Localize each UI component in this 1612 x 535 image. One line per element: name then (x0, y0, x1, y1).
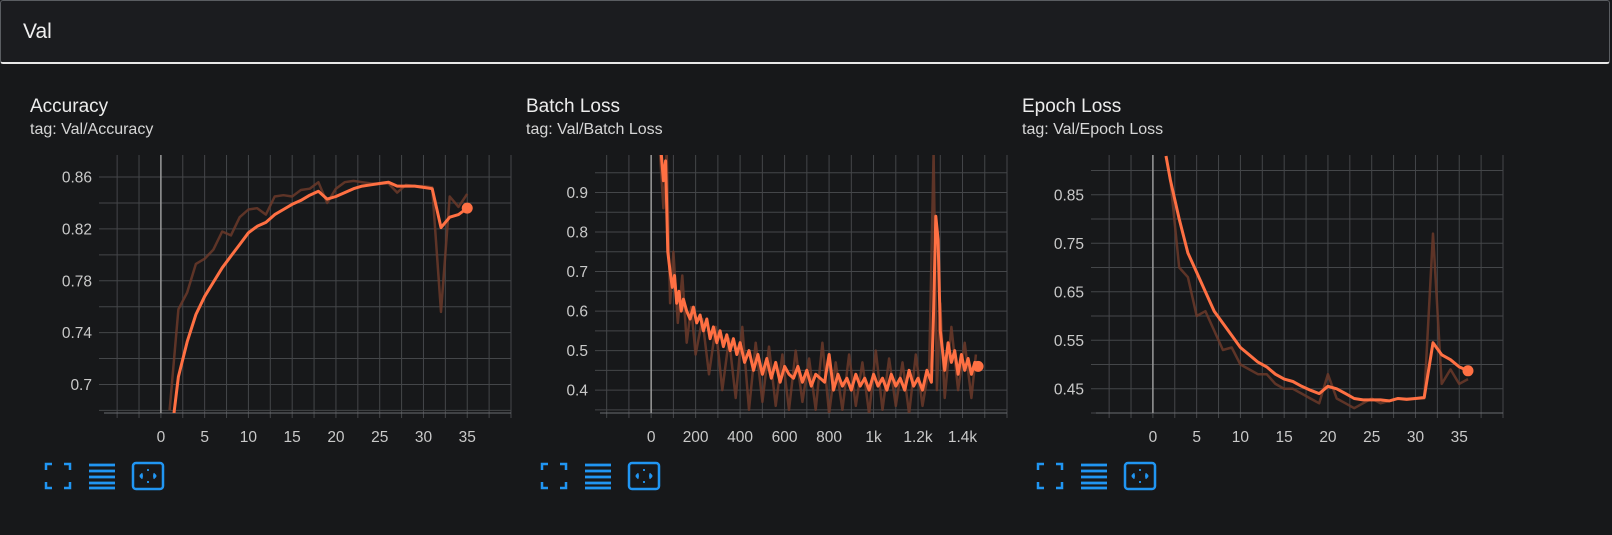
chart-tag: tag: Val/Accuracy (30, 121, 154, 138)
x-tick-label: 35 (1451, 429, 1468, 446)
y-tick-label: 0.82 (62, 221, 92, 238)
fullscreen-button[interactable] (40, 458, 76, 494)
chart-title: Batch Loss (526, 96, 620, 117)
chart-tag: tag: Val/Epoch Loss (1022, 121, 1164, 138)
y-tick-label: 0.45 (1054, 381, 1084, 398)
chart-title: Accuracy (30, 96, 109, 117)
plot-area (168, 179, 473, 413)
x-tick-label: 5 (200, 429, 209, 446)
x-tick-label: 1k (865, 429, 882, 446)
chart-card-accuracy: Accuracy tag: Val/Accuracy 0 5 10 15 20 25 30 3… (0, 66, 520, 535)
fit-domain-icon (131, 461, 165, 491)
x-tick-label: 1.4k (948, 429, 978, 446)
toggle-y-log-button[interactable] (580, 458, 616, 494)
y-tick-label: 0.85 (1054, 187, 1084, 204)
y-tick-label: 0.65 (1054, 284, 1084, 301)
y-tick-label: 0.7 (70, 377, 92, 394)
chart-toolbar (536, 458, 676, 494)
x-tick-label: 0 (1149, 429, 1158, 446)
chart-batch-loss[interactable]: 0 200 400 600 800 1k 1.2k 1.4k 0.4 0.5 0.6 0.7 0.8 0.… (496, 66, 1016, 535)
x-tick-label: 30 (415, 429, 433, 446)
list-icon (1081, 463, 1107, 490)
toggle-y-log-button[interactable] (1076, 458, 1112, 494)
list-icon (89, 463, 115, 490)
fit-domain-icon (1123, 461, 1157, 491)
toggle-y-log-button[interactable] (84, 458, 120, 494)
fit-domain-button[interactable] (130, 458, 166, 494)
x-tick-label: 25 (1363, 429, 1380, 446)
raw-series-line (168, 179, 469, 411)
x-tick-label: 400 (727, 429, 753, 446)
chart-epoch-loss[interactable]: 0 5 10 15 20 25 30 35 0.45 0.55 0.65 0.75 0.85 (992, 66, 1512, 535)
x-tick-label: 0 (157, 429, 166, 446)
fit-domain-icon (627, 461, 661, 491)
fullscreen-icon (44, 462, 72, 490)
smoothed-series-line (659, 155, 980, 392)
y-tick-label: 0.9 (566, 185, 588, 202)
x-tick-label: 20 (327, 429, 345, 446)
y-tick-label: 0.55 (1054, 333, 1084, 350)
x-tick-label: 5 (1192, 429, 1201, 446)
x-tick-label: 600 (772, 429, 798, 446)
x-tick-label: 10 (1232, 429, 1250, 446)
fullscreen-icon (540, 462, 568, 490)
fullscreen-button[interactable] (1032, 458, 1068, 494)
fullscreen-icon (1036, 462, 1064, 490)
chart-accuracy[interactable]: 0 5 10 15 20 25 30 35 0.7 0.74 0.78 0.82 0.86 (0, 66, 520, 535)
chart-tag: tag: Val/Batch Loss (526, 121, 663, 138)
y-tick-label: 0.8 (566, 225, 588, 242)
x-tick-label: 800 (816, 429, 842, 446)
section-title: Val (23, 20, 52, 43)
plot-area (1164, 155, 1474, 410)
y-tick-label: 0.86 (62, 170, 92, 187)
smoothed-series-line (1164, 155, 1469, 403)
y-tick-label: 0.5 (566, 343, 588, 360)
y-tick-label: 0.7 (566, 264, 588, 281)
chart-toolbar (1032, 458, 1172, 494)
y-tick-label: 0.78 (62, 273, 92, 290)
chart-toolbar (40, 458, 180, 494)
section-header[interactable]: Val (0, 0, 1610, 64)
x-tick-label: 35 (459, 429, 476, 446)
x-tick-label: 1.2k (903, 429, 933, 446)
last-point-marker (972, 360, 984, 372)
y-tick-label: 0.4 (566, 383, 588, 400)
fit-domain-button[interactable] (1122, 458, 1158, 494)
smoothed-series-line (172, 180, 469, 413)
y-tick-label: 0.6 (566, 304, 588, 321)
fullscreen-button[interactable] (536, 458, 572, 494)
x-tick-label: 10 (240, 429, 258, 446)
chart-card-epoch-loss: Epoch Loss tag: Val/Epoch Loss 0 5 10 15 20 2… (992, 66, 1512, 535)
last-point-marker (1462, 365, 1474, 377)
y-tick-label: 0.74 (62, 325, 93, 342)
list-icon (585, 463, 611, 490)
x-tick-label: 200 (683, 429, 709, 446)
x-tick-label: 0 (647, 429, 656, 446)
x-tick-label: 15 (284, 429, 301, 446)
chart-card-batch-loss: Batch Loss tag: Val/Batch Loss 0 200 400 60… (496, 66, 1016, 535)
x-tick-label: 25 (371, 429, 388, 446)
x-tick-label: 15 (1276, 429, 1293, 446)
x-tick-label: 20 (1319, 429, 1337, 446)
raw-series-line (1164, 155, 1469, 410)
y-tick-label: 0.75 (1054, 236, 1084, 253)
x-tick-label: 30 (1407, 429, 1425, 446)
chart-title: Epoch Loss (1022, 96, 1122, 117)
last-point-marker (461, 202, 473, 214)
plot-area (658, 155, 984, 413)
fit-domain-button[interactable] (626, 458, 662, 494)
